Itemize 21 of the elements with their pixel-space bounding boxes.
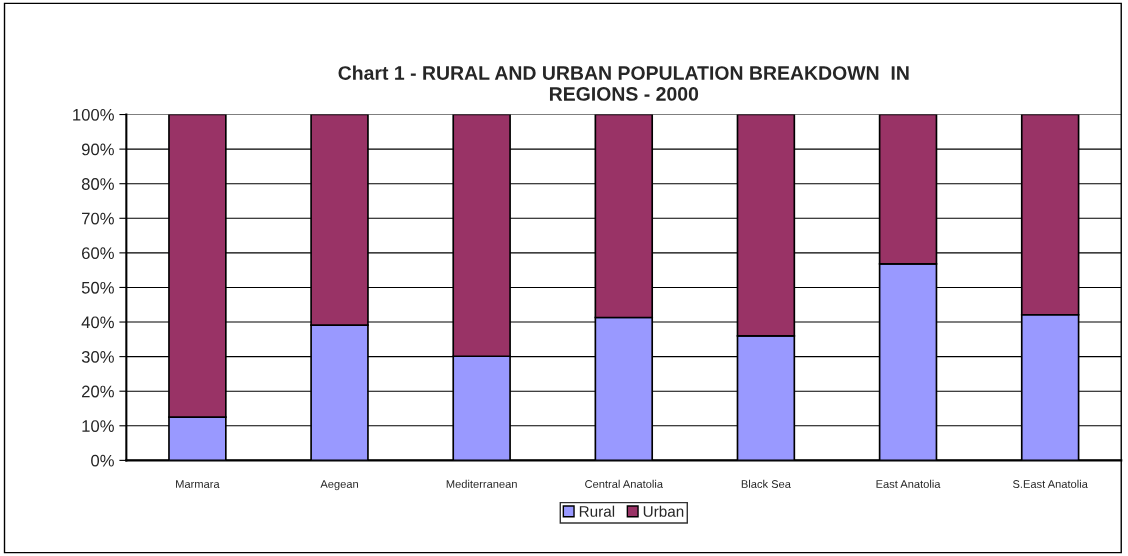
y-tick-label: 100%: [73, 108, 114, 121]
y-tick-label: 20%: [82, 385, 114, 398]
y-tick-label: 30%: [81, 351, 114, 363]
x-tick-label: East Anatolia: [876, 479, 941, 488]
y-tick-label: 40%: [81, 316, 114, 329]
x-tick-label: Central Anatolia: [585, 479, 664, 488]
y-tick-label: 70%: [82, 212, 114, 225]
x-tick-label: Aegean: [320, 480, 358, 491]
y-tick-label: 10%: [82, 420, 114, 432]
legend-label: Rural: [579, 505, 615, 517]
y-tick-label: 90%: [81, 143, 114, 156]
y-tick-label: 80%: [81, 178, 114, 190]
y-tick-label: 50%: [81, 281, 114, 294]
y-tick-label: 60%: [82, 247, 114, 260]
x-tick-label: S.East Anatolia: [1012, 479, 1088, 488]
x-tick-label: Black Sea: [741, 479, 791, 488]
legend-label: Urban: [643, 505, 684, 517]
chart-title: Chart 1 - RURAL AND URBAN POPULATION BREAKDOWN IN REGIONS - 2000: [338, 65, 909, 101]
x-tick-label: Marmara: [176, 480, 220, 488]
x-tick-label: Mediterranean: [446, 479, 517, 488]
y-tick-label: 0%: [91, 454, 114, 467]
